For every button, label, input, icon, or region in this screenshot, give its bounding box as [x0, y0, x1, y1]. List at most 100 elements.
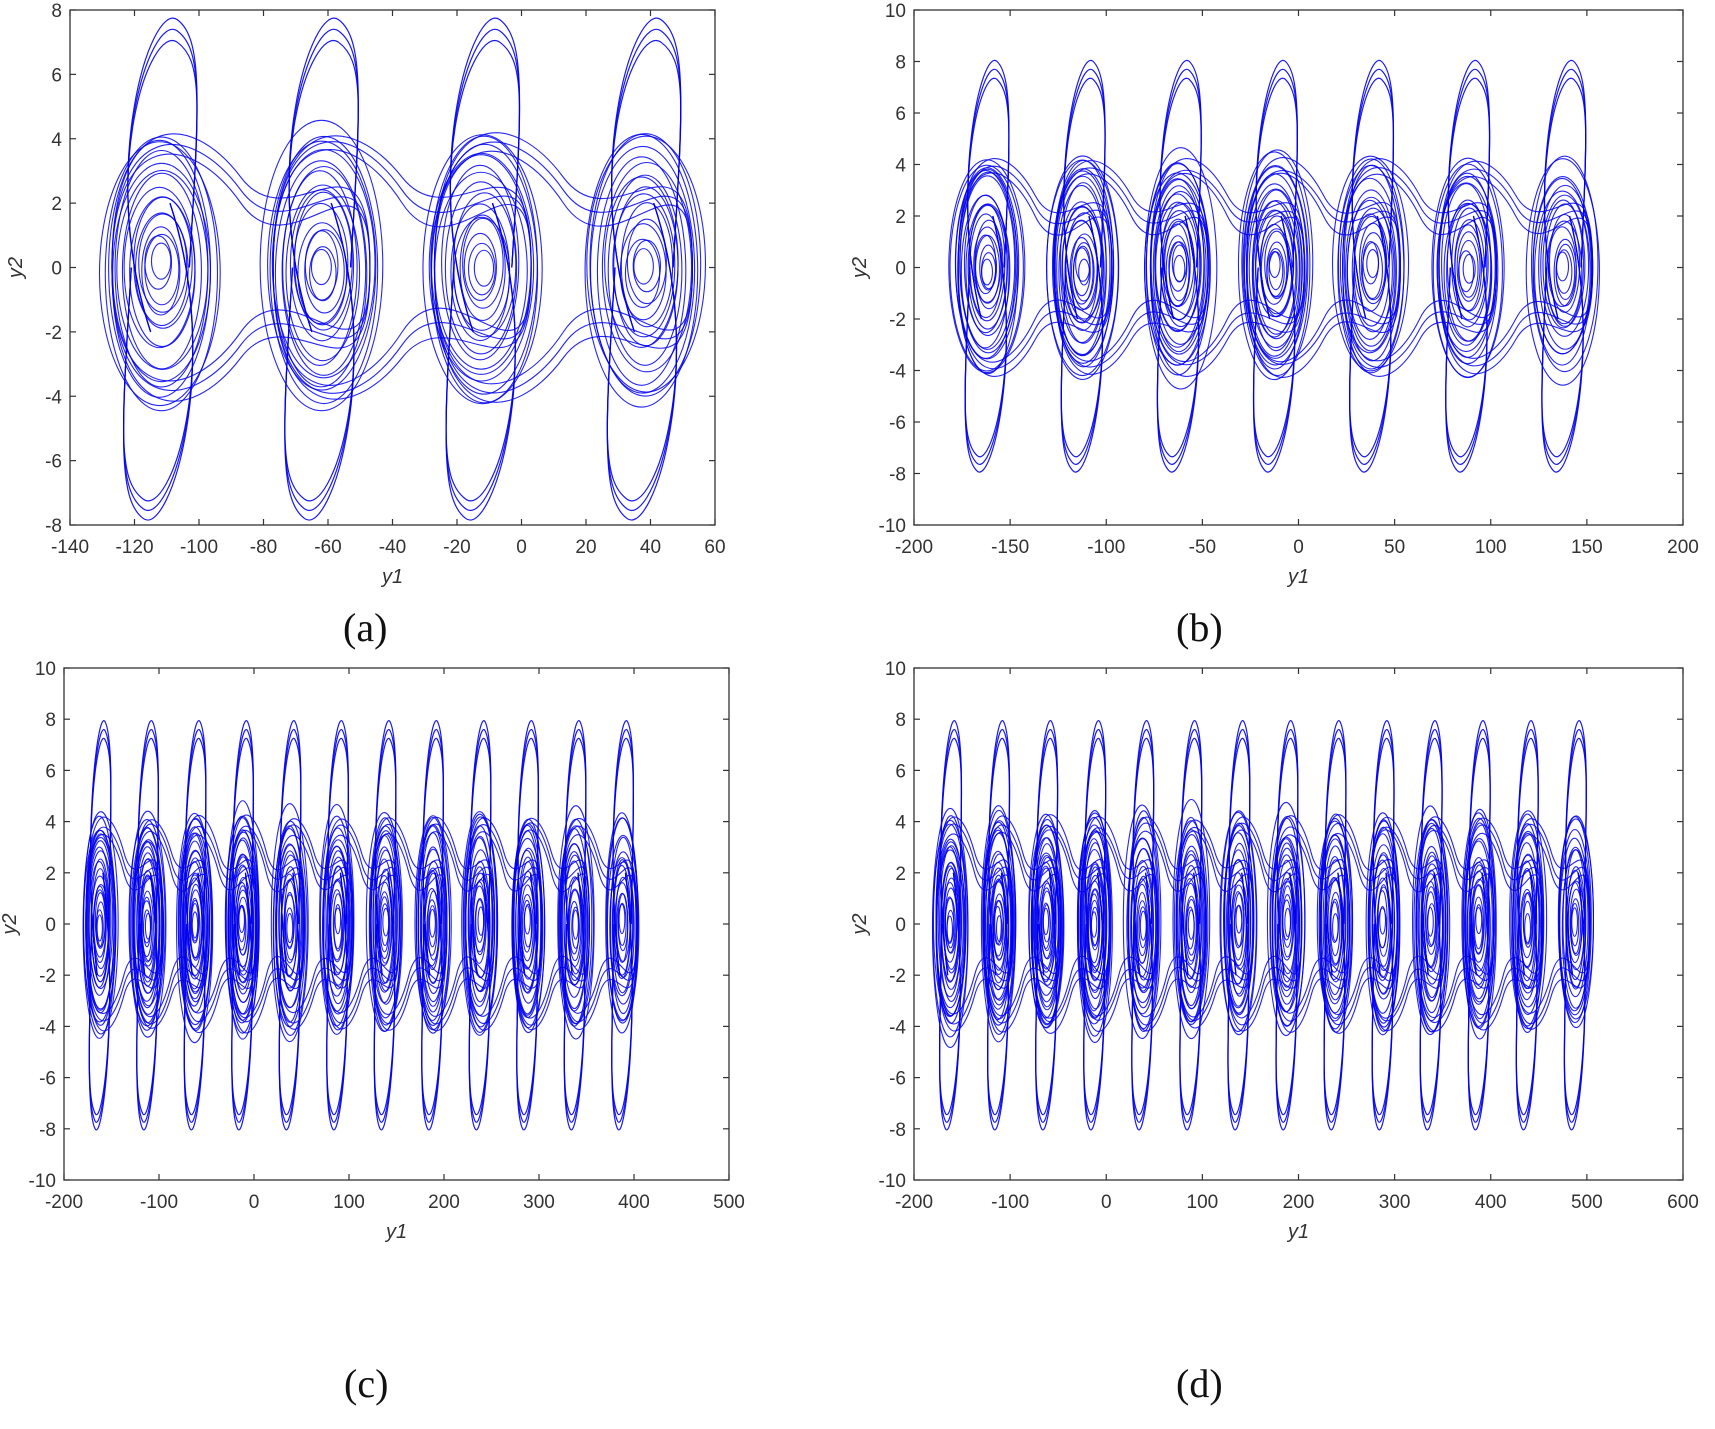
svg-text:-10: -10 [879, 516, 906, 537]
svg-text:40: 40 [640, 537, 661, 558]
svg-text:4: 4 [895, 156, 906, 177]
svg-text:10: 10 [35, 659, 56, 680]
y-axis-ticks: -10 -8 -6 -4 -2 0 2 4 6 8 10 [879, 659, 1683, 1192]
svg-text:-2: -2 [889, 310, 906, 331]
y-axis-ticks: -10 -8 -6 -4 -2 0 2 4 6 8 10 [29, 659, 729, 1192]
y-axis-label: y2 [5, 257, 27, 280]
svg-text:4: 4 [51, 130, 62, 151]
svg-text:-100: -100 [140, 1192, 178, 1213]
svg-text:600: 600 [1667, 1192, 1699, 1213]
svg-text:2: 2 [45, 864, 56, 885]
svg-text:-200: -200 [895, 1192, 933, 1213]
x-axis-ticks: -200 -100 0 100 200 300 400 500 [45, 668, 745, 1213]
svg-text:100: 100 [333, 1192, 365, 1213]
svg-text:0: 0 [51, 259, 62, 280]
svg-text:4: 4 [895, 813, 906, 834]
svg-text:-200: -200 [895, 537, 933, 558]
x-axis-label: y1 [384, 1221, 407, 1243]
y-axis-label: y2 [849, 257, 871, 280]
chart-panel-d: -200 -100 0 100 200 300 400 500 600 -10 -8 -6 -4 -2 0 2… [849, 659, 1715, 1429]
svg-text:400: 400 [1475, 1192, 1507, 1213]
svg-text:60: 60 [704, 537, 725, 558]
svg-text:2: 2 [895, 207, 906, 228]
svg-text:-8: -8 [889, 465, 906, 486]
caption-c: (c) [344, 1361, 389, 1406]
x-axis-label: y1 [1286, 1221, 1309, 1243]
svg-text:50: 50 [1384, 537, 1405, 558]
svg-text:2: 2 [51, 194, 62, 215]
svg-text:0: 0 [249, 1192, 260, 1213]
svg-text:300: 300 [523, 1192, 555, 1213]
attractor-trajectory [82, 720, 640, 1131]
svg-text:20: 20 [575, 537, 596, 558]
svg-text:-4: -4 [39, 1017, 56, 1038]
x-axis-ticks: -200 -150 -100 -50 0 50 100 150 200 [895, 10, 1699, 558]
caption-b: (b) [1176, 605, 1223, 650]
svg-text:100: 100 [1475, 537, 1507, 558]
attractor-trajectory [98, 17, 707, 521]
svg-text:-6: -6 [39, 1069, 56, 1090]
svg-text:10: 10 [885, 1, 906, 22]
svg-text:500: 500 [713, 1192, 745, 1213]
svg-text:500: 500 [1571, 1192, 1603, 1213]
svg-text:10: 10 [885, 659, 906, 680]
svg-text:-140: -140 [51, 537, 89, 558]
svg-text:-6: -6 [889, 1069, 906, 1090]
svg-text:0: 0 [45, 915, 56, 936]
svg-text:-8: -8 [889, 1120, 906, 1141]
svg-text:-20: -20 [443, 537, 470, 558]
y-axis-ticks: -10 -8 -6 -4 -2 0 2 4 6 8 10 [879, 1, 1683, 537]
svg-text:6: 6 [45, 761, 56, 782]
svg-text:-4: -4 [889, 1017, 906, 1038]
x-axis-ticks: -200 -100 0 100 200 300 400 500 600 [895, 668, 1699, 1213]
svg-text:150: 150 [1571, 537, 1603, 558]
svg-text:-100: -100 [1087, 537, 1125, 558]
svg-text:-60: -60 [314, 537, 341, 558]
svg-text:200: 200 [1667, 537, 1699, 558]
svg-text:300: 300 [1379, 1192, 1411, 1213]
svg-text:200: 200 [1283, 1192, 1315, 1213]
svg-text:-10: -10 [29, 1171, 56, 1192]
phase-plot-a: -140 -120 -100 -80 -60 -40 -20 0 20 40 60-8-6-4-20… [5, 1, 726, 588]
svg-text:8: 8 [895, 53, 906, 74]
svg-text:2: 2 [895, 864, 906, 885]
svg-text:6: 6 [895, 761, 906, 782]
svg-text:4: 4 [45, 813, 56, 834]
svg-text:-50: -50 [1189, 537, 1216, 558]
svg-text:-2: -2 [45, 323, 62, 344]
caption-d: (d) [1176, 1361, 1223, 1406]
svg-text:0: 0 [1101, 1192, 1112, 1213]
svg-text:-2: -2 [889, 966, 906, 987]
attractor-trajectory [948, 59, 1600, 473]
svg-text:-6: -6 [45, 452, 62, 473]
attractor-trajectory [931, 720, 1595, 1131]
svg-text:0: 0 [1293, 537, 1304, 558]
x-axis-label: y1 [380, 566, 403, 588]
svg-text:-200: -200 [45, 1192, 83, 1213]
caption-a: (a) [343, 605, 388, 650]
svg-text:-10: -10 [879, 1171, 906, 1192]
svg-text:-2: -2 [39, 966, 56, 987]
svg-text:-80: -80 [250, 537, 277, 558]
svg-text:-8: -8 [45, 516, 62, 537]
y-axis-label: y2 [849, 913, 871, 936]
svg-text:-8: -8 [39, 1120, 56, 1141]
svg-text:8: 8 [51, 1, 62, 22]
svg-text:8: 8 [895, 710, 906, 731]
svg-text:-40: -40 [379, 537, 406, 558]
svg-text:0: 0 [895, 915, 906, 936]
x-axis-ticks: -140 -120 -100 -80 -60 -40 -20 0 20 40 60 [51, 10, 726, 558]
svg-text:200: 200 [428, 1192, 460, 1213]
svg-text:6: 6 [895, 104, 906, 125]
svg-text:-6: -6 [889, 413, 906, 434]
svg-text:-100: -100 [180, 537, 218, 558]
svg-text:400: 400 [618, 1192, 650, 1213]
y-axis-label: y2 [0, 913, 21, 936]
svg-text:-4: -4 [45, 387, 62, 408]
phase-plot-d: -200 -100 0 100 200 300 400 500 600 -10 -8 -6 -4 -2 0 2… [849, 659, 1699, 1243]
svg-text:-120: -120 [115, 537, 153, 558]
x-axis-label: y1 [1286, 566, 1309, 588]
svg-text:0: 0 [516, 537, 527, 558]
phase-plot-c: -200 -100 0 100 200 300 400 500 -10 -8 -6 -4 -2 0 2 4 6 8… [0, 659, 745, 1243]
chart-panel-a: -140 -120 -100 -80 -60 -40 -20 0 20 40 60 -8 -6 -4 -2 0… [0, 0, 800, 690]
